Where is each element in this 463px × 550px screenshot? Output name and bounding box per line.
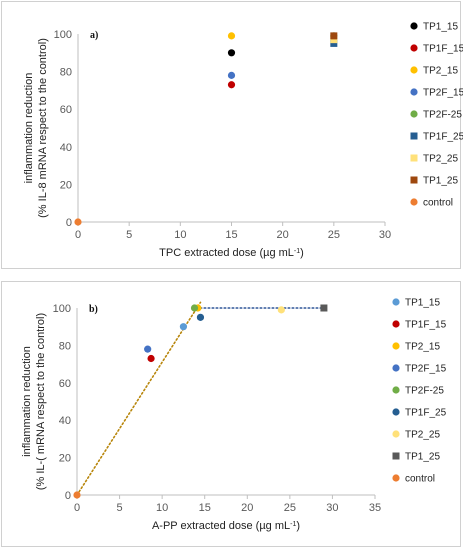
chart-b-y-tick-label: 0	[65, 490, 71, 502]
chart-b-x-tick-label: 10	[156, 502, 168, 514]
chart-b-point-TP2F_15	[144, 345, 152, 353]
chart-b-legend-label-TP1_25: TP1_25	[405, 452, 440, 463]
chart-a-panel-label: a)	[90, 30, 98, 41]
chart-a-legend-marker-TP1F_25	[410, 132, 418, 140]
chart-a-legend-label-TP1_25: TP1_25	[423, 176, 458, 187]
chart-b-legend-label-TP2_25: TP2_25	[405, 430, 440, 441]
chart-a-x-axis-label: TPC extracted dose (µg mL-1)	[159, 247, 304, 259]
chart-a-point-TP2_25	[330, 36, 338, 44]
chart-b-x-tick-label: 20	[241, 502, 253, 514]
chart-b-y-tick-label: 20	[59, 453, 71, 465]
chart-a-legend-label-TP2_25: TP2_25	[423, 154, 458, 165]
chart-b-x-tick-label: 15	[199, 502, 211, 514]
chart-b-legend-label-TP1_15: TP1_15	[405, 298, 440, 309]
chart-b-panel-label: b)	[89, 304, 98, 315]
chart-a-x-tick-label: 15	[225, 229, 237, 241]
chart-a-point-TP1F_15	[227, 81, 236, 89]
chart-b-point-TP1_15	[179, 323, 188, 331]
chart-a-point-TP2F_15	[227, 71, 236, 79]
chart-b-x-tick-label: 25	[284, 502, 296, 514]
chart-a-svg: 0 5 10 15 20 25 30 0 20 40 60 80 100 TPC extracted do…	[23, 22, 463, 260]
chart-a-legend-label-control: control	[423, 198, 453, 209]
chart-b-legend-marker-TP1F_25	[392, 408, 400, 416]
chart-b-legend-marker-control	[392, 474, 400, 482]
chart-a-x-tick-label: 20	[277, 229, 289, 241]
chart-b-trendline	[76, 301, 202, 496]
chart-b-point-TP2F-25	[190, 304, 199, 312]
chart-b-y-axis-label-line2: (% IL-( mRNA respect to the control)	[35, 313, 47, 490]
chart-a-legend-marker-TP1_25	[410, 176, 418, 184]
chart-b-legend-label-control: control	[405, 474, 435, 485]
chart-a-x-tick-label: 5	[126, 229, 132, 241]
chart-a-x-tick-label: 0	[75, 229, 81, 241]
chart-a-legend-marker-TP2F-25	[410, 110, 418, 118]
chart-b-legend-marker-TP1_15	[392, 298, 400, 306]
chart-b-legend-label-TP2F-25: TP2F-25	[405, 386, 444, 397]
chart-a-y-tick-label: 20	[60, 179, 72, 191]
chart-b-legend-label-TP1F_15: TP1F_15	[405, 320, 447, 331]
chart-a-y-axis-label-line1: inflammation reduction	[23, 73, 35, 184]
chart-panel-b: 0 5 10 15 20 25 30 35 0 20 40 60 80 100 A-PP extracted…	[1, 281, 461, 547]
chart-a-legend-label-TP2F_15: TP2F_15	[423, 88, 463, 99]
chart-b-y-axis-label-line1: inflammation reduction	[21, 346, 33, 457]
chart-b-legend-marker-TP2_15	[392, 342, 400, 350]
chart-b-y-tick-label: 100	[53, 303, 71, 315]
chart-a-legend-marker-TP2F_15	[410, 88, 418, 96]
chart-a-legend-label-TP2_15: TP2_15	[423, 66, 458, 77]
chart-b-x-tick-label: 35	[369, 502, 381, 514]
chart-a-y-tick-label: 100	[54, 29, 72, 41]
chart-b-legend-marker-TP1_25	[392, 452, 400, 460]
chart-a-point-TP2_15	[227, 32, 236, 40]
chart-a-y-tick-label: 60	[60, 104, 72, 116]
chart-a-legend-marker-TP1F_15	[410, 44, 418, 52]
chart-a-legend-marker-TP2_15	[410, 66, 418, 74]
chart-a-point-control	[74, 218, 82, 226]
chart-a-y-axis-label-line2: (% IL-8 mRNA respect to the control)	[37, 38, 49, 218]
chart-a-legend-label-TP2F-25: TP2F-25	[423, 110, 462, 121]
chart-b-y-tick-label: 60	[59, 378, 71, 390]
chart-b-legend-marker-TP2F-25	[392, 386, 400, 394]
chart-b-legend-label-TP2F_15: TP2F_15	[405, 364, 447, 375]
chart-b-point-TP2_25	[277, 306, 285, 314]
chart-a-legend-marker-control	[410, 198, 418, 206]
chart-b-svg: 0 5 10 15 20 25 30 35 0 20 40 60 80 100 A-PP extracted…	[21, 298, 447, 533]
chart-b-point-TP1_25	[320, 304, 328, 312]
chart-a-legend-marker-TP1_15	[410, 22, 418, 30]
chart-a-legend-label-TP1F_25: TP1F_25	[423, 132, 463, 143]
chart-a-y-tick-label: 0	[66, 217, 72, 229]
chart-a-x-tick-label: 30	[379, 229, 391, 241]
chart-b-legend-label-TP2_15: TP2_15	[405, 342, 440, 353]
chart-a-point-TP1_25	[330, 32, 338, 40]
chart-panel-a: 0 5 10 15 20 25 30 0 20 40 60 80 100 TPC extracted do…	[1, 1, 463, 269]
chart-a-x-tick-label: 10	[174, 229, 186, 241]
chart-b-legend-label-TP1F_25: TP1F_25	[405, 408, 447, 419]
chart-b-x-tick-label: 0	[74, 502, 80, 514]
chart-b-x-tick-label: 5	[117, 502, 123, 514]
chart-a-legend-marker-TP2_25	[410, 154, 418, 162]
chart-a-legend-label-TP1F_15: TP1F_15	[423, 44, 463, 55]
chart-b-legend-marker-TP2_25	[392, 430, 400, 438]
chart-b-point-control	[73, 491, 81, 499]
chart-a-legend-label-TP1_15: TP1_15	[423, 22, 458, 33]
chart-b-legend-marker-TP2F_15	[392, 364, 400, 372]
chart-a-y-tick-label: 40	[60, 142, 72, 154]
chart-a-y-tick-label: 80	[60, 67, 72, 79]
chart-b-legend-marker-TP1F_15	[392, 320, 400, 328]
chart-a-point-TP1F_25	[330, 39, 338, 47]
chart-b-point-TP1F_15	[147, 354, 155, 363]
chart-b-x-axis-label: A-PP extracted dose (µg mL-1)	[152, 520, 300, 532]
chart-a-point-TP1_15	[227, 49, 236, 57]
chart-b-point-TP1F_25	[196, 313, 205, 321]
chart-b-y-tick-label: 40	[59, 415, 71, 427]
chart-a-x-tick-label: 25	[328, 229, 340, 241]
chart-b-x-tick-label: 30	[326, 502, 338, 514]
chart-b-y-tick-label: 80	[59, 340, 71, 352]
